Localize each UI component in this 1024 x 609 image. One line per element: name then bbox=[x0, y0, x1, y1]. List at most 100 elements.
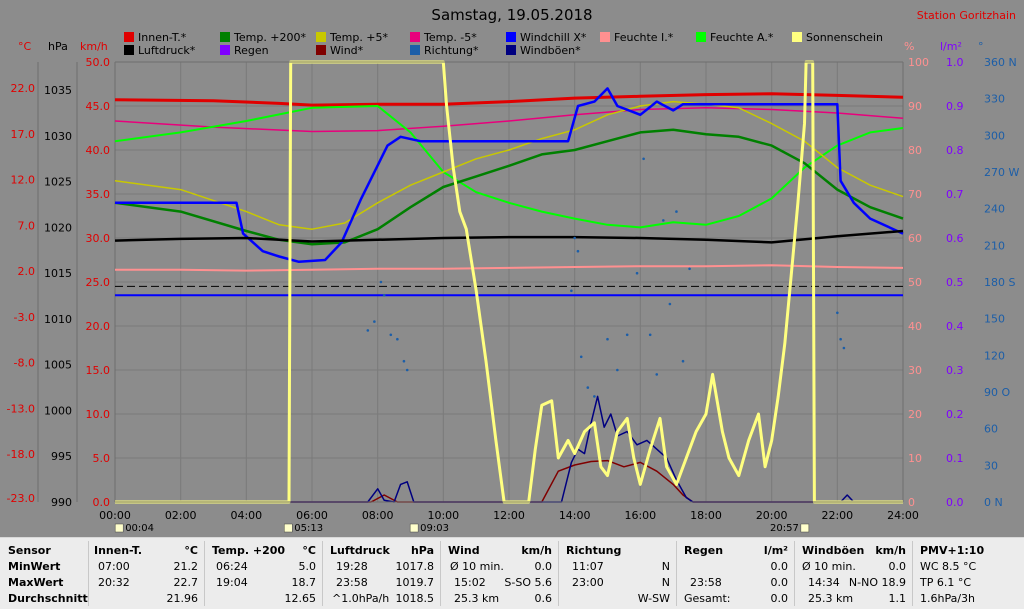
direction-dot bbox=[570, 289, 573, 293]
direction-tick-label: 210 bbox=[984, 239, 1005, 252]
regen-row3-value: 0.0 bbox=[770, 592, 789, 605]
legend-item: Temp. +5* bbox=[316, 31, 388, 44]
x-tick-label: 08:00 bbox=[362, 509, 394, 522]
x-tick-label: 24:00 bbox=[887, 509, 919, 522]
series-temp-200 bbox=[114, 128, 904, 246]
legend: Innen-T.* Luftdruck* Temp. +200* Regen Temp.… bbox=[0, 0, 1024, 60]
direction-dot bbox=[648, 333, 652, 337]
luftdruck-trend: ^1.0hPa/h bbox=[332, 592, 390, 605]
innen-title: Innen-T. bbox=[94, 544, 143, 557]
humidity-tick-label: 10 bbox=[908, 452, 922, 465]
legend-label: Feuchte A.* bbox=[710, 31, 774, 44]
direction-dot bbox=[573, 236, 576, 240]
direction-dot bbox=[379, 280, 383, 284]
direction-tick-label: 60 bbox=[984, 423, 998, 436]
event-marker bbox=[409, 523, 419, 533]
left-axis-area bbox=[0, 62, 115, 502]
pmv-row2: TP 6.1 °C bbox=[920, 576, 972, 589]
luftdruck-avg: 1018.5 bbox=[395, 592, 435, 605]
press-tick-label: 1010 bbox=[44, 313, 72, 326]
legend-label: Luftdruck* bbox=[138, 44, 196, 57]
summary-table: Sensor MinWert MaxWert Durchschnitt Inne… bbox=[0, 537, 1024, 609]
x-tick-label: 18:00 bbox=[690, 509, 722, 522]
legend-swatch bbox=[316, 45, 326, 55]
innen-unit: °C bbox=[184, 544, 198, 557]
legend-swatch bbox=[220, 45, 230, 55]
rain-tick-label: 0.7 bbox=[946, 188, 964, 201]
row-label-max: MaxWert bbox=[8, 576, 64, 589]
rain-tick-label: 0.9 bbox=[946, 100, 964, 113]
row-label-avg: Durchschnitt bbox=[8, 592, 88, 605]
boeen-row2-value: N-NO 18.9 bbox=[848, 576, 906, 589]
press-tick-label: 1000 bbox=[44, 404, 72, 417]
legend-swatch bbox=[410, 45, 420, 55]
wind-column: Wind km/h Ø 10 min. 0.0 15:02 S-SO 5.6 2… bbox=[440, 538, 558, 609]
legend-swatch bbox=[124, 45, 134, 55]
press-tick-label: 1035 bbox=[44, 84, 72, 97]
regen-row3-label: Gesamt: bbox=[684, 592, 731, 605]
humidity-tick-label: 20 bbox=[908, 408, 922, 421]
legend-item: Feuchte I.* bbox=[600, 31, 673, 44]
rain-tick-label: 0.8 bbox=[946, 144, 964, 157]
press-tick-label: 1005 bbox=[44, 359, 72, 372]
legend-label: Richtung* bbox=[424, 44, 479, 57]
innen-min-time: 07:00 bbox=[98, 560, 130, 573]
legend-swatch bbox=[410, 32, 420, 42]
legend-label: Regen bbox=[234, 44, 269, 57]
series-sonnenschein bbox=[115, 60, 903, 504]
direction-dot bbox=[579, 355, 583, 359]
luftdruck-column: Luftdruck hPa 19:28 1017.8 23:58 1019.7 … bbox=[322, 538, 440, 609]
temp-tick-label: 22.0 bbox=[11, 82, 36, 95]
legend-label: Windchill X* bbox=[520, 31, 587, 44]
innen-max: 22.7 bbox=[173, 576, 199, 589]
richtung-row3-value: W-SW bbox=[637, 592, 670, 605]
direction-dot bbox=[625, 333, 629, 337]
direction-dot bbox=[842, 346, 846, 350]
wind-row3-label: 25.3 km bbox=[454, 592, 500, 605]
legend-swatch bbox=[506, 45, 516, 55]
humidity-tick-label: 60 bbox=[908, 232, 922, 245]
innen-min: 21.2 bbox=[173, 560, 199, 573]
humidity-tick-label: 80 bbox=[908, 144, 922, 157]
speed-tick-label: 10.0 bbox=[86, 408, 111, 421]
direction-tick-label: 180 S bbox=[984, 276, 1015, 289]
regen-row2-time: 23:58 bbox=[690, 576, 722, 589]
luftdruck-title: Luftdruck bbox=[330, 544, 390, 557]
event-marker bbox=[114, 523, 124, 533]
x-tick-label: 06:00 bbox=[296, 509, 328, 522]
boeen-column: Windböen km/h Ø 10 min. 0.0 14:34 N-NO 1… bbox=[794, 538, 912, 609]
legend-item: Feuchte A.* bbox=[696, 31, 773, 44]
temp200-title: Temp. +200 bbox=[212, 544, 286, 557]
wind-unit: km/h bbox=[521, 544, 552, 557]
speed-tick-label: 40.0 bbox=[86, 144, 111, 157]
row-label-min: MinWert bbox=[8, 560, 61, 573]
direction-dot bbox=[382, 293, 386, 297]
speed-tick-label: 0.0 bbox=[93, 496, 111, 509]
richtung-row1-value: N bbox=[661, 560, 670, 573]
richtung-column: Richtung 11:07 N 23:00 N W-SW bbox=[558, 538, 676, 609]
station-name: Station Goritzhain bbox=[916, 9, 1016, 22]
rain-tick-label: 0.0 bbox=[946, 496, 964, 509]
pmv-row3: 1.6hPa/3h bbox=[920, 592, 976, 605]
legend-item: Richtung* bbox=[410, 44, 478, 57]
legend-swatch bbox=[316, 32, 326, 42]
humidity-tick-label: 0 bbox=[908, 496, 915, 509]
event-marker bbox=[800, 523, 810, 533]
humidity-tick-label: 90 bbox=[908, 100, 922, 113]
legend-swatch bbox=[220, 32, 230, 42]
temp200-min: 5.0 bbox=[298, 560, 317, 573]
rain-tick-label: 0.4 bbox=[946, 320, 964, 333]
direction-dot bbox=[655, 373, 659, 376]
wind-row2-value: S-SO 5.6 bbox=[504, 576, 552, 589]
direction-tick-label: 360 N bbox=[984, 56, 1017, 69]
unit-pct-label: % bbox=[904, 40, 915, 53]
legend-swatch bbox=[600, 32, 610, 42]
row-label-sensor: Sensor bbox=[8, 544, 51, 557]
direction-dot bbox=[681, 359, 685, 363]
rain-tick-label: 1.0 bbox=[946, 56, 964, 69]
direction-dot bbox=[836, 311, 839, 315]
regen-row1-value: 0.0 bbox=[770, 560, 789, 573]
innen-max-time: 20:32 bbox=[98, 576, 130, 589]
luftdruck-max: 1019.7 bbox=[395, 576, 435, 589]
pmv-row1: WC 8.5 °C bbox=[920, 560, 977, 573]
